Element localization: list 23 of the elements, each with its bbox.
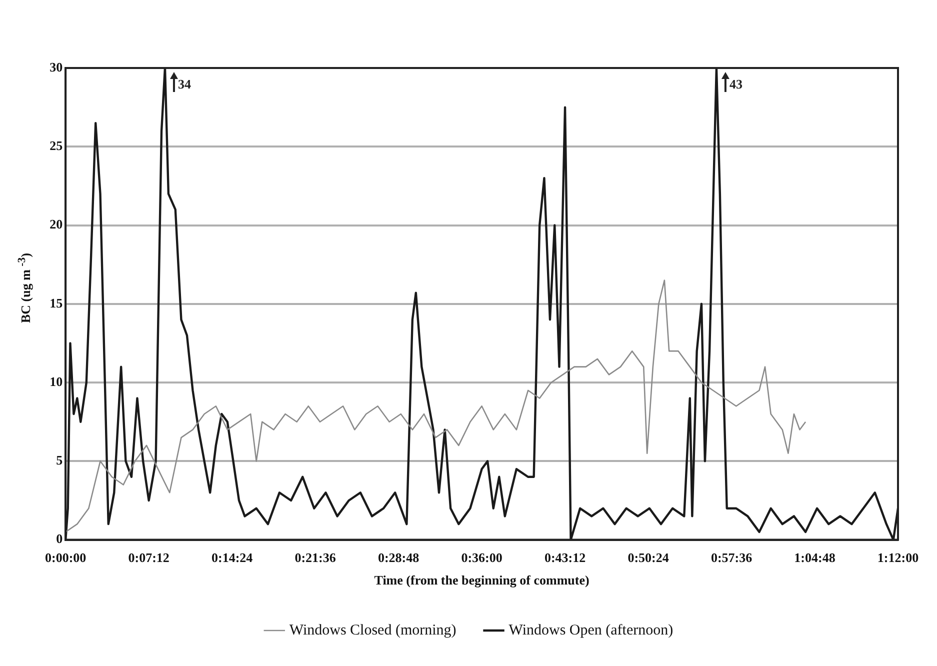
y-tick-label: 10 bbox=[50, 374, 63, 389]
legend-label: Windows Closed (morning) bbox=[289, 622, 456, 638]
y-tick-label: 0 bbox=[56, 531, 63, 546]
x-tick-label: 0:21:36 bbox=[294, 550, 336, 565]
y-tick-label: 5 bbox=[56, 452, 64, 468]
y-tick-label: 30 bbox=[50, 59, 63, 74]
x-tick-label: 1:04:48 bbox=[794, 550, 836, 565]
legend-label: Windows Open (afternoon) bbox=[508, 622, 674, 638]
x-tick-label: 0:43:12 bbox=[544, 550, 586, 565]
x-tick-label: 0:07:12 bbox=[128, 550, 170, 565]
x-tick-label: 0:14:24 bbox=[211, 550, 254, 565]
x-tick-label: 0:28:48 bbox=[378, 550, 420, 565]
annotation: 43 bbox=[729, 76, 743, 92]
x-axis-title: Time (from the beginning of commute) bbox=[374, 572, 590, 588]
y-tick-label: 20 bbox=[50, 216, 63, 232]
x-tick-label: 0:00:00 bbox=[44, 550, 86, 565]
annotation: 34 bbox=[178, 76, 192, 92]
x-tick-label: 0:57:36 bbox=[710, 550, 753, 565]
x-tick-label: 1:12:00 bbox=[877, 550, 919, 565]
y-tick-label: 25 bbox=[50, 138, 64, 153]
x-tick-label: 0:50:24 bbox=[628, 550, 670, 565]
y-tick-label: 15 bbox=[50, 295, 64, 310]
x-tick-label: 0:36:00 bbox=[461, 550, 502, 565]
